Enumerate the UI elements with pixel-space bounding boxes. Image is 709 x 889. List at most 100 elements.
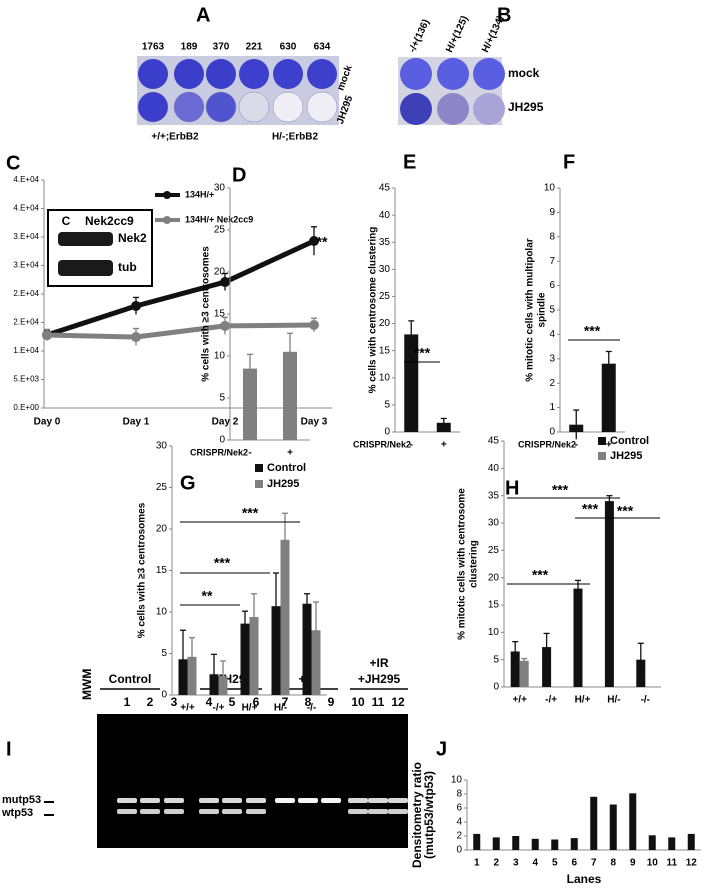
y-tick-label: 0 bbox=[384, 427, 390, 438]
y-tick-label: 4.E+04 bbox=[13, 204, 39, 213]
y-tick-label: 0.E+00 bbox=[13, 403, 39, 412]
x-tick-label: -/+ bbox=[213, 703, 225, 714]
y-tick-label: 4 bbox=[549, 329, 555, 340]
lane-label: 3 bbox=[171, 695, 178, 709]
y-tick-label: 35 bbox=[379, 237, 391, 248]
legend-label: JH295 bbox=[267, 478, 299, 490]
blot-band bbox=[58, 232, 113, 246]
bar bbox=[609, 804, 617, 850]
y-axis-label: clustering bbox=[469, 540, 480, 588]
y-tick-label: 9 bbox=[549, 207, 555, 218]
annotation: *** bbox=[532, 567, 549, 583]
row-label: JH295 bbox=[508, 100, 544, 114]
well bbox=[206, 59, 236, 89]
band-label: wtp53 bbox=[1, 807, 33, 819]
annotation: *** bbox=[584, 323, 601, 339]
group-label: +/+;ErbB2 bbox=[151, 132, 199, 143]
y-tick-label: 30 bbox=[488, 518, 500, 529]
gel-band bbox=[298, 798, 318, 803]
bar bbox=[404, 334, 419, 432]
bar bbox=[648, 835, 656, 850]
gel-band bbox=[275, 798, 295, 803]
gel-band bbox=[117, 809, 137, 814]
bar bbox=[604, 501, 614, 687]
y-tick-label: 40 bbox=[379, 210, 391, 221]
well-count: 1763 bbox=[142, 42, 165, 53]
x-tick-label: -/- bbox=[641, 695, 650, 706]
y-tick-label: 30 bbox=[379, 264, 391, 275]
row-label: mock bbox=[508, 66, 540, 80]
y-tick-label: 10 bbox=[156, 607, 168, 618]
x-tick-label: 11 bbox=[666, 858, 677, 869]
band-label: mutp53 bbox=[2, 794, 41, 806]
y-tick-label: 6 bbox=[456, 803, 462, 814]
x-tick-label: 1 bbox=[474, 858, 480, 869]
gel-band bbox=[222, 809, 242, 814]
y-tick-label: 20 bbox=[214, 267, 226, 278]
y-tick-label: 6 bbox=[549, 280, 555, 291]
y-tick-label: 20 bbox=[488, 572, 500, 583]
well-count: 634 bbox=[314, 42, 331, 53]
panel-label: E bbox=[403, 151, 416, 173]
well bbox=[174, 59, 204, 89]
x-tick-label: H/+ bbox=[242, 703, 258, 714]
y-tick-label: 15 bbox=[156, 565, 168, 576]
gel-band bbox=[164, 809, 184, 814]
lane-label: 5 bbox=[229, 695, 236, 709]
lane-label: 9 bbox=[328, 695, 335, 709]
panel-label: I bbox=[6, 738, 12, 760]
y-tick-label: 0 bbox=[549, 427, 555, 438]
y-tick-label: 1 bbox=[549, 402, 555, 413]
bar bbox=[687, 833, 695, 850]
panel-label: H bbox=[505, 477, 519, 499]
y-tick-label: 5 bbox=[549, 305, 555, 316]
marker bbox=[131, 332, 141, 343]
bar bbox=[240, 623, 250, 695]
y-tick-label: 4.E+04 bbox=[13, 175, 39, 184]
bar bbox=[668, 837, 676, 850]
y-axis-label: % cells with ≥3 centrosomes bbox=[137, 502, 148, 638]
y-tick-label: 2 bbox=[549, 378, 555, 389]
x-tick-label: 9 bbox=[630, 858, 636, 869]
y-axis-label: Densitometry ratio bbox=[410, 762, 424, 868]
bar bbox=[280, 539, 290, 695]
marker-label: MWM bbox=[80, 669, 94, 700]
y-tick-label: 10 bbox=[379, 372, 391, 383]
x-tick-label: H/- bbox=[274, 703, 287, 714]
panel-label: B bbox=[497, 4, 511, 26]
x-tick-label: Day 1 bbox=[123, 417, 150, 428]
x-tick-label: 3 bbox=[513, 858, 519, 869]
y-tick-label: 20 bbox=[379, 318, 391, 329]
lane-label: 11 bbox=[372, 695, 385, 709]
y-tick-label: 15 bbox=[379, 345, 391, 356]
lane-label: 10 bbox=[351, 695, 365, 709]
x-tick-label: +/+ bbox=[512, 695, 527, 706]
lane-label: 6 bbox=[253, 695, 260, 709]
legend-label: 134H/+ Nek2cc9 bbox=[185, 214, 253, 224]
gel-band bbox=[140, 809, 160, 814]
y-tick-label: 10 bbox=[451, 775, 463, 786]
bar bbox=[512, 836, 520, 850]
group-label: H/-;ErbB2 bbox=[272, 132, 319, 143]
x-tick-label: 7 bbox=[591, 858, 597, 869]
gel-band bbox=[246, 809, 266, 814]
x-tick-label: Day 0 bbox=[34, 417, 61, 428]
legend-swatch bbox=[598, 437, 606, 445]
y-tick-label: 15 bbox=[214, 309, 226, 320]
y-axis-label: spindle bbox=[537, 292, 548, 327]
well-count: 630 bbox=[280, 42, 297, 53]
x-tick-label: - bbox=[248, 448, 251, 459]
gel-band bbox=[164, 798, 184, 803]
x-tick-label: - bbox=[410, 440, 413, 451]
bar bbox=[601, 363, 616, 432]
gel-band bbox=[388, 809, 408, 814]
legend-label: Control bbox=[610, 435, 649, 447]
y-tick-label: 2 bbox=[456, 831, 462, 842]
y-tick-label: 1.E+04 bbox=[13, 346, 39, 355]
well bbox=[272, 91, 304, 123]
bar bbox=[243, 368, 257, 440]
well-count: 221 bbox=[246, 42, 263, 53]
legend-marker bbox=[163, 216, 171, 224]
y-axis-label: % cells with ≥3 centrosomes bbox=[201, 246, 212, 382]
